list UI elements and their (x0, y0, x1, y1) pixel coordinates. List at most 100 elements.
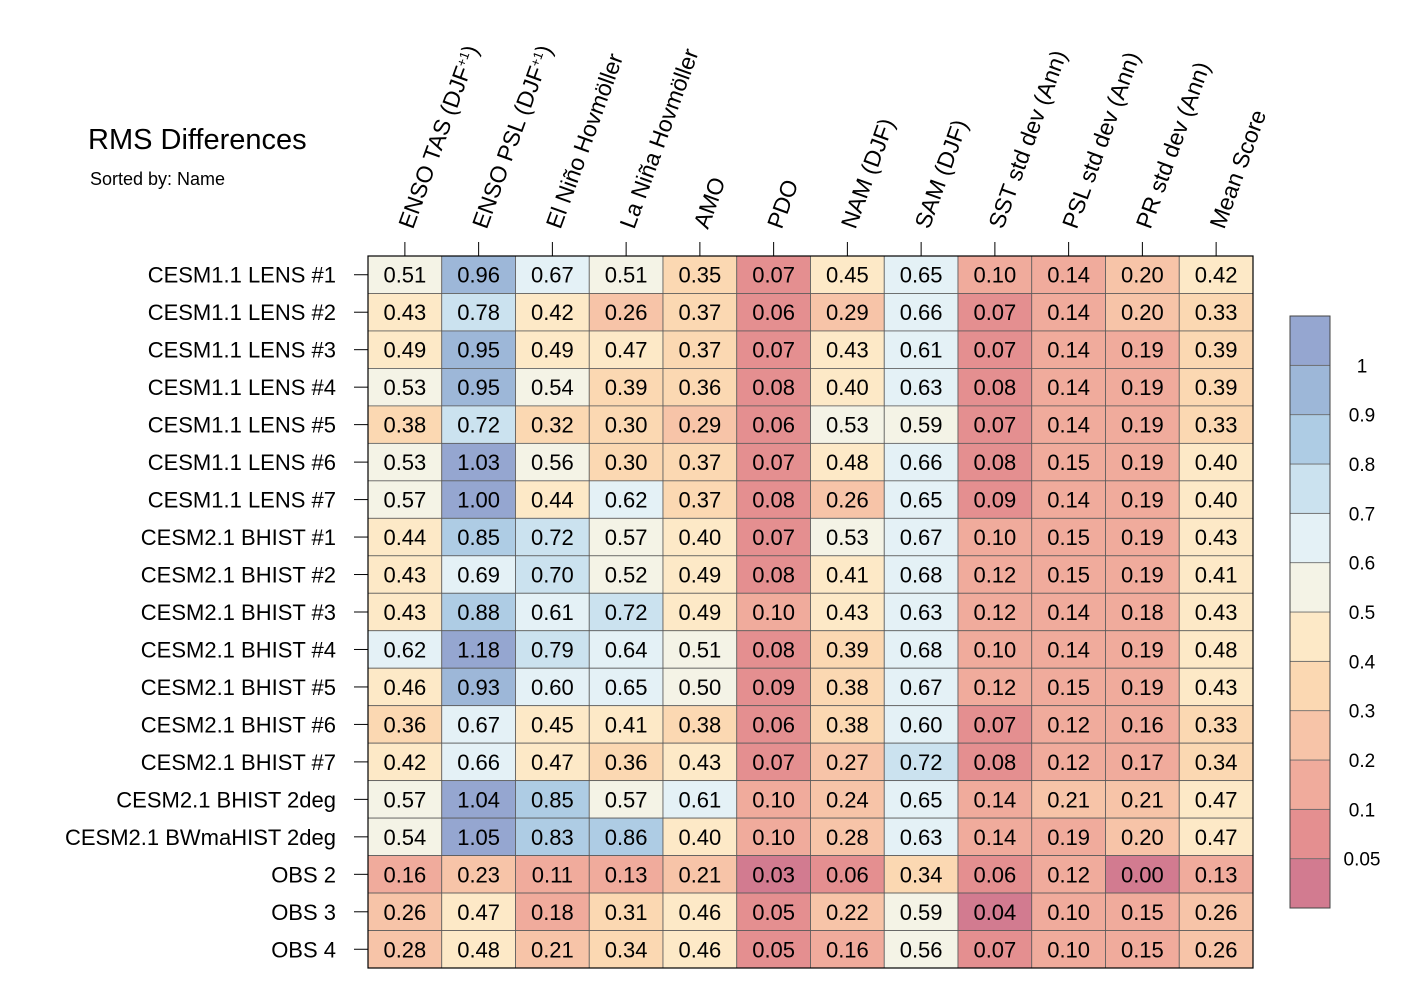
cell-value-label: 0.53 (826, 525, 869, 550)
colorbar-segment (1289, 858, 1331, 909)
heatmap-cell (588, 742, 664, 782)
heatmap-cell (367, 930, 443, 969)
heatmap-cell (1178, 705, 1254, 744)
cell-value-label: 0.44 (383, 525, 426, 550)
cell-value-label: 0.19 (1121, 525, 1164, 550)
cell-value-label: 0.12 (1047, 712, 1090, 737)
cell-value-label: 0.46 (383, 675, 426, 700)
cell-value-label: 0.63 (900, 600, 943, 625)
heatmap-cell (1031, 817, 1106, 856)
heatmap-cell (957, 405, 1033, 444)
heatmap-cell (1178, 442, 1254, 482)
cell-value-label: 0.26 (1195, 900, 1238, 925)
heatmap-cell (367, 630, 443, 669)
heatmap-cell (736, 742, 811, 782)
heatmap-cell (883, 780, 959, 819)
heatmap-cell (1105, 555, 1180, 594)
cell-value-label: 0.59 (900, 413, 943, 438)
cell-value-label: 0.48 (826, 450, 869, 475)
cell-value-label: 0.10 (752, 600, 795, 625)
cell-value-label: 0.15 (1047, 525, 1090, 550)
heatmap-cell (1105, 255, 1180, 294)
heatmap-cell (588, 930, 664, 969)
heatmap-cell (588, 330, 664, 369)
cell-value-label: 0.53 (383, 375, 426, 400)
cell-value-label: 0.08 (752, 637, 795, 662)
cell-value-label: 0.39 (1195, 338, 1238, 363)
heatmap-cell (1031, 855, 1106, 894)
heatmap-cell (1031, 255, 1106, 294)
cell-value-label: 0.08 (752, 563, 795, 588)
heatmap-cell (515, 405, 590, 444)
cell-value-label: 0.07 (973, 413, 1016, 438)
row-label: CESM2.1 BHIST #2 (141, 563, 336, 588)
heatmap-cell (662, 667, 738, 707)
cell-value-label: 0.07 (752, 338, 795, 363)
colorbar-label: 0.05 (1344, 850, 1381, 871)
cell-value-label: 0.59 (900, 900, 943, 925)
cell-value-label: 0.26 (605, 300, 648, 325)
row-label: CESM2.1 BWmaHIST 2deg (65, 825, 336, 850)
cell-value-label: 0.05 (752, 900, 795, 925)
heatmap-cell (1105, 330, 1180, 369)
heatmap-cell (441, 330, 516, 369)
heatmap-cell (1031, 705, 1106, 744)
cell-value-label: 0.15 (1047, 450, 1090, 475)
cell-value-label: 0.21 (531, 937, 574, 962)
heatmap-cell (515, 892, 590, 931)
row-label: OBS 3 (271, 900, 336, 925)
heatmap-cell (883, 517, 959, 557)
heatmap-cell (810, 742, 885, 782)
cell-value-label: 0.11 (532, 862, 573, 887)
cell-value-label: 0.48 (457, 937, 500, 962)
heatmap-cell (662, 855, 738, 894)
colorbar-frame (1289, 315, 1331, 909)
cell-value-label: 0.38 (678, 712, 721, 737)
heatmap-cell (957, 667, 1033, 707)
colorbar-segment (1289, 512, 1331, 564)
heatmap-cell (588, 780, 664, 819)
column-label: PR std dev (Ann) (1131, 58, 1215, 231)
heatmap-cell (515, 293, 590, 332)
heatmap-cell (1105, 405, 1180, 444)
cell-value-label: 0.12 (973, 675, 1016, 700)
cell-value-label: 0.43 (678, 750, 721, 775)
cell-value-label: 0.00 (1121, 862, 1164, 887)
heatmap-cell (515, 330, 590, 369)
cell-value-label: 0.08 (752, 488, 795, 513)
cell-value-label: 0.68 (900, 637, 943, 662)
heatmap-cell (957, 517, 1033, 557)
heatmap-cell (662, 517, 738, 557)
cell-value-label: 0.39 (826, 637, 869, 662)
heatmap-cell (810, 293, 885, 332)
cell-value-label: 0.65 (900, 787, 943, 812)
cell-value-label: 0.46 (678, 900, 721, 925)
colorbar-segment (1289, 611, 1331, 662)
heatmap-cell (662, 742, 738, 782)
row-label: CESM1.1 LENS #3 (148, 338, 336, 363)
heatmap-cell (367, 255, 443, 294)
cell-value-label: 0.14 (1047, 375, 1090, 400)
heatmap-cell (662, 330, 738, 369)
cell-value-label: 0.57 (605, 787, 648, 812)
cell-value-label: 0.53 (826, 413, 869, 438)
heatmap-cell (810, 855, 885, 894)
cell-value-label: 0.72 (605, 600, 648, 625)
column-label: Mean Score (1204, 106, 1271, 231)
cell-value-label: 0.07 (752, 525, 795, 550)
heatmap-cell (441, 517, 516, 557)
heatmap-cell (1031, 442, 1106, 482)
cell-value-label: 0.04 (973, 900, 1016, 925)
cell-value-label: 0.83 (531, 825, 574, 850)
heatmap-cell (1178, 930, 1254, 969)
row-label: CESM2.1 BHIST #6 (141, 712, 336, 737)
cell-value-label: 0.43 (383, 600, 426, 625)
heatmap-cell (367, 667, 443, 707)
cell-value-label: 0.32 (531, 413, 574, 438)
cell-value-label: 0.16 (1121, 712, 1164, 737)
heatmap-cell (441, 667, 516, 707)
heatmap-cell (1031, 517, 1106, 557)
heatmap-cell (1105, 705, 1180, 744)
cell-value-label: 0.07 (973, 338, 1016, 363)
